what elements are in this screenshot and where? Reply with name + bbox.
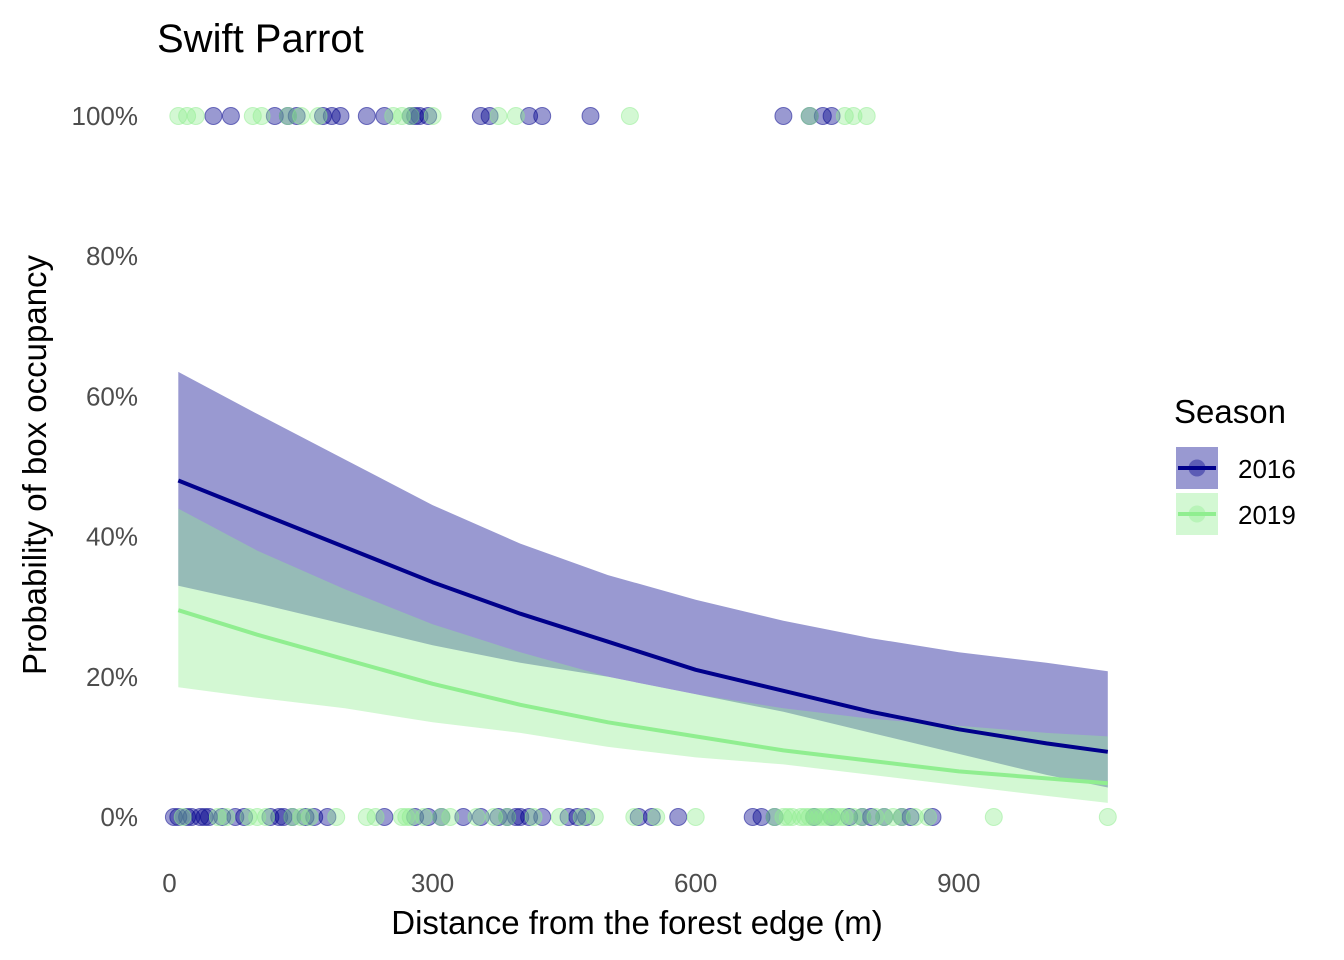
x-tick-label: 300 bbox=[411, 868, 454, 898]
legend-item-2019: 2019 bbox=[1176, 493, 1296, 535]
legend: Season 2016 2019 bbox=[1174, 393, 1296, 535]
observation-point-2016 bbox=[270, 808, 289, 826]
observation-point-2016 bbox=[265, 107, 284, 125]
observation-point-2019 bbox=[309, 107, 328, 125]
x-tick-label: 0 bbox=[162, 868, 176, 898]
observation-point-2019 bbox=[686, 808, 705, 826]
observation-point-2016 bbox=[213, 808, 232, 826]
x-axis-ticks: 0 300 600 900 bbox=[162, 868, 980, 898]
observation-point-2019 bbox=[423, 107, 442, 125]
observation-point-2019 bbox=[506, 107, 525, 125]
legend-point-2019 bbox=[1188, 505, 1206, 523]
observation-point-2016 bbox=[752, 808, 771, 826]
observation-point-2019 bbox=[800, 107, 819, 125]
legend-item-2016: 2016 bbox=[1176, 447, 1296, 489]
observation-point-2019 bbox=[498, 808, 517, 826]
observation-point-2019 bbox=[984, 808, 1003, 826]
observation-point-2019 bbox=[401, 107, 420, 125]
observation-point-2019 bbox=[625, 808, 644, 826]
observation-point-2019 bbox=[831, 808, 850, 826]
observation-point-2019 bbox=[217, 808, 236, 826]
legend-label-2016: 2016 bbox=[1238, 454, 1296, 484]
observation-points bbox=[164, 107, 1117, 826]
legend-label-2019: 2019 bbox=[1238, 500, 1296, 530]
observation-point-2019 bbox=[844, 107, 863, 125]
x-axis-title: Distance from the forest edge (m) bbox=[391, 904, 883, 941]
observation-point-2016 bbox=[221, 107, 240, 125]
observation-point-2016 bbox=[533, 107, 552, 125]
observation-point-2016 bbox=[822, 107, 841, 125]
x-tick-label: 900 bbox=[937, 868, 980, 898]
observation-point-2019 bbox=[278, 107, 297, 125]
observation-point-2019 bbox=[366, 808, 385, 826]
fit-line-2016 bbox=[177, 478, 1109, 754]
observation-point-2019 bbox=[441, 808, 460, 826]
observation-point-2019 bbox=[414, 808, 433, 826]
y-axis-ticks: 0% 20% 40% 60% 80% 100% bbox=[72, 101, 139, 832]
observation-point-2019 bbox=[257, 808, 275, 826]
observation-point-2016 bbox=[305, 808, 324, 826]
observation-point-2016 bbox=[923, 808, 942, 826]
fit-lines bbox=[177, 478, 1109, 786]
y-tick-label: 100% bbox=[72, 101, 139, 131]
y-tick-label: 40% bbox=[86, 522, 138, 552]
observation-point-2016 bbox=[357, 107, 376, 125]
observation-point-2019 bbox=[853, 808, 872, 826]
observation-point-2016 bbox=[331, 107, 350, 125]
observation-point-2019 bbox=[919, 808, 938, 826]
observation-point-2019 bbox=[401, 808, 420, 826]
observation-point-2016 bbox=[669, 808, 688, 826]
observation-point-2016 bbox=[471, 808, 490, 826]
observation-point-2019 bbox=[252, 107, 271, 125]
observation-point-2019 bbox=[647, 808, 666, 826]
observation-point-2016 bbox=[520, 808, 539, 826]
y-tick-label: 0% bbox=[100, 802, 138, 832]
legend-point-2016 bbox=[1188, 459, 1206, 477]
observation-point-2019 bbox=[572, 808, 591, 826]
y-tick-label: 20% bbox=[86, 662, 138, 692]
observation-point-2016 bbox=[195, 808, 214, 826]
observation-point-2016 bbox=[520, 107, 539, 125]
y-tick-label: 60% bbox=[86, 381, 138, 411]
observation-point-2019 bbox=[857, 107, 876, 125]
observation-point-2019 bbox=[524, 808, 543, 826]
observation-point-2019 bbox=[485, 808, 503, 826]
observation-point-2019 bbox=[300, 808, 319, 826]
confidence-band-2016 bbox=[178, 371, 1108, 788]
observation-point-2019 bbox=[585, 808, 604, 826]
legend-items: 2016 2019 bbox=[1176, 447, 1296, 535]
y-axis-title: Probability of box occupancy bbox=[16, 254, 53, 675]
observation-point-2016 bbox=[235, 808, 254, 826]
observation-point-2019 bbox=[186, 107, 205, 125]
observation-point-2019 bbox=[292, 107, 311, 125]
observation-point-2019 bbox=[1098, 808, 1117, 826]
observation-point-2016 bbox=[581, 107, 600, 125]
observation-point-2019 bbox=[892, 808, 911, 826]
observation-point-2019 bbox=[550, 808, 569, 826]
confidence-bands bbox=[178, 371, 1108, 803]
observation-point-2019 bbox=[173, 808, 192, 826]
observation-point-2016 bbox=[204, 107, 223, 125]
legend-title: Season bbox=[1174, 393, 1286, 430]
confidence-band-2019 bbox=[178, 508, 1108, 803]
observation-point-2019 bbox=[905, 808, 924, 826]
fit-line-2019 bbox=[177, 608, 1108, 786]
observation-point-2019 bbox=[327, 808, 346, 826]
x-tick-label: 600 bbox=[674, 868, 717, 898]
observation-point-2019 bbox=[620, 107, 639, 125]
observation-point-2019 bbox=[489, 107, 508, 125]
observation-point-2019 bbox=[467, 808, 486, 826]
chart-title: Swift Parrot bbox=[157, 17, 364, 61]
observation-point-2016 bbox=[774, 107, 793, 125]
y-tick-label: 80% bbox=[86, 241, 138, 271]
